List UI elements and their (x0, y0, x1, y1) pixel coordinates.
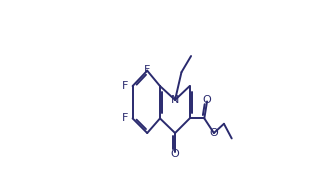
Text: O: O (171, 149, 179, 159)
Text: O: O (210, 128, 218, 138)
Text: N: N (171, 95, 179, 105)
Text: F: F (122, 113, 128, 123)
Text: F: F (122, 81, 128, 91)
Text: F: F (144, 65, 150, 75)
Text: O: O (203, 95, 212, 105)
